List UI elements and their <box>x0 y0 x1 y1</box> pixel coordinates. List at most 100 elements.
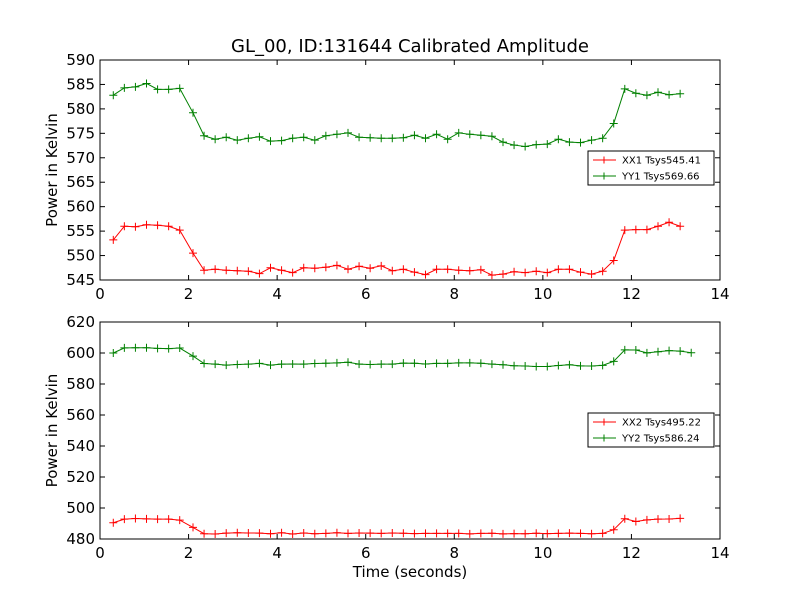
data-point <box>454 128 463 137</box>
data-point <box>153 85 162 94</box>
x-tick-label: 8 <box>450 285 460 303</box>
data-point <box>554 265 563 274</box>
data-point <box>620 345 629 354</box>
data-point <box>587 529 596 538</box>
data-point <box>153 515 162 524</box>
x-tick-label: 8 <box>450 544 460 562</box>
chart-title: GL_00, ID:131644 Calibrated Amplitude <box>231 36 589 57</box>
data-point <box>131 222 140 231</box>
data-point <box>222 361 231 370</box>
data-point <box>344 529 352 538</box>
data-point <box>321 529 330 538</box>
data-point <box>131 343 140 352</box>
y-tick-label: 550 <box>66 247 95 265</box>
data-point <box>476 265 485 274</box>
data-point <box>120 83 129 92</box>
data-point <box>687 348 696 357</box>
data-point <box>443 135 452 144</box>
data-point <box>120 515 129 524</box>
y-tick-label: 570 <box>66 149 95 167</box>
data-point <box>543 140 552 149</box>
data-point <box>510 361 519 370</box>
data-point <box>676 347 685 356</box>
data-point <box>175 226 184 235</box>
data-point <box>654 515 662 524</box>
data-point <box>321 131 330 140</box>
data-point <box>532 267 541 276</box>
data-point <box>654 88 662 97</box>
x-tick-label: 4 <box>272 544 282 562</box>
data-point <box>332 358 341 367</box>
data-point <box>665 90 674 99</box>
data-point <box>576 529 585 538</box>
legend-marker <box>600 418 608 426</box>
y-tick-label: 575 <box>66 124 95 142</box>
legend: XX1 Tsys545.41 YY1 Tsys569.66 <box>587 150 715 186</box>
data-point <box>665 515 674 524</box>
data-point <box>142 220 151 229</box>
data-point <box>410 359 419 368</box>
data-point <box>476 359 485 368</box>
data-point <box>388 266 397 275</box>
data-point <box>164 222 173 231</box>
series-line <box>112 221 681 276</box>
data-point <box>399 133 408 142</box>
series-2-1 <box>109 514 685 539</box>
x-tick-label: 14 <box>710 285 729 303</box>
data-point <box>609 357 618 366</box>
data-point <box>598 267 607 276</box>
data-point <box>565 360 574 369</box>
data-point <box>676 514 685 523</box>
data-point <box>131 82 140 91</box>
data-point <box>499 360 507 369</box>
data-point <box>142 343 151 352</box>
data-point <box>310 264 319 273</box>
data-point <box>355 133 364 142</box>
data-point <box>543 362 552 371</box>
data-point <box>189 523 197 532</box>
data-point <box>244 267 253 276</box>
x-tick-label: 6 <box>361 544 371 562</box>
data-point <box>332 261 341 270</box>
data-point <box>211 135 220 144</box>
data-point <box>222 266 231 275</box>
data-point <box>487 529 496 538</box>
y-tick-label: 585 <box>66 75 95 93</box>
data-point <box>277 360 286 369</box>
data-point <box>598 361 607 370</box>
data-point <box>388 360 397 369</box>
data-point <box>410 529 419 538</box>
subplots: 0 2 4 6 8 10 12 14 545 550 555 560 565 570 575 580 585 59… <box>43 51 730 562</box>
data-point <box>299 360 308 369</box>
data-point <box>377 261 386 270</box>
data-point <box>543 268 552 277</box>
data-point <box>609 119 618 128</box>
data-point <box>189 249 197 258</box>
data-point <box>476 529 485 538</box>
x-tick-label: 0 <box>95 544 105 562</box>
data-point <box>510 141 519 150</box>
data-point <box>620 84 629 93</box>
data-point <box>233 136 242 145</box>
data-point <box>153 344 162 353</box>
data-point <box>344 358 352 367</box>
data-point <box>255 132 264 141</box>
data-point <box>554 135 563 144</box>
data-point <box>109 91 118 100</box>
y-tick-label: 620 <box>66 313 95 331</box>
data-point <box>565 138 574 147</box>
data-point <box>288 134 297 143</box>
data-point <box>454 266 463 275</box>
data-point <box>654 222 662 231</box>
data-point <box>277 528 286 537</box>
data-point <box>255 529 264 538</box>
data-point <box>277 136 286 145</box>
data-point <box>355 528 364 537</box>
data-point <box>222 133 231 142</box>
y-tick-label: 555 <box>66 222 95 240</box>
data-point <box>377 134 386 143</box>
y-tick-label: 560 <box>66 198 95 216</box>
data-point <box>676 222 685 231</box>
y-tick-label: 480 <box>66 530 95 548</box>
data-point <box>598 134 607 143</box>
